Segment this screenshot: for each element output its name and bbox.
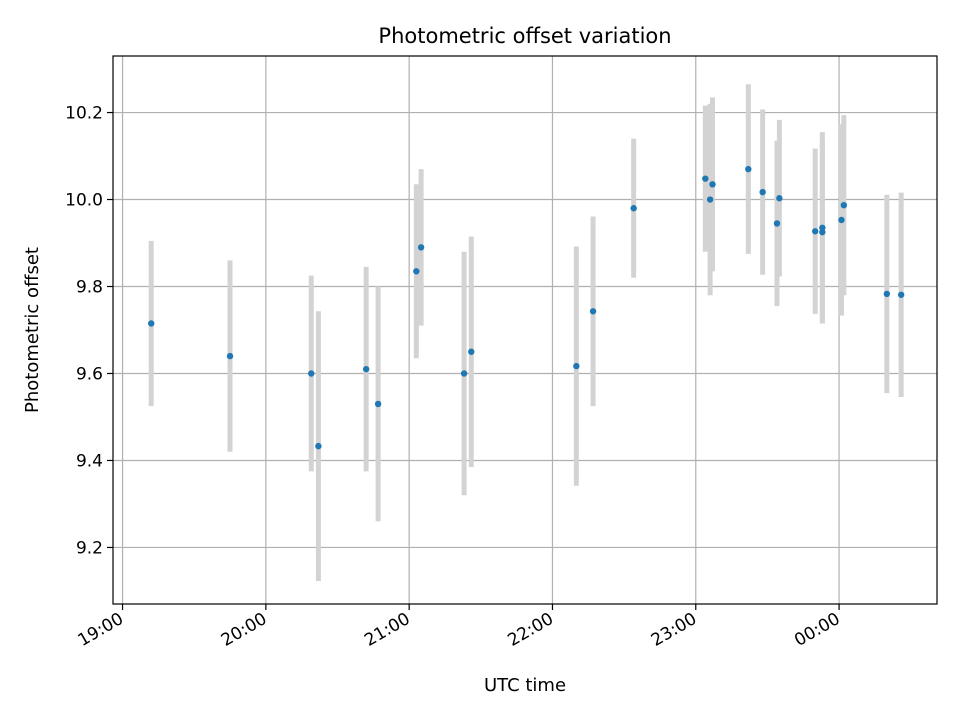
data-point — [811, 228, 819, 235]
data-point — [897, 291, 905, 298]
data-point — [759, 188, 766, 196]
data-point — [468, 348, 475, 355]
data-point — [745, 165, 752, 173]
data-point — [706, 196, 714, 203]
plot-area-frame — [112, 55, 938, 605]
data-point — [315, 442, 322, 450]
data-point — [630, 205, 637, 212]
data-point — [702, 175, 709, 182]
data-point — [838, 216, 845, 224]
data-point — [573, 362, 580, 370]
data-point — [226, 352, 234, 360]
data-point — [840, 201, 848, 209]
data-point — [460, 370, 468, 377]
data-point — [148, 320, 155, 327]
data-point — [773, 220, 781, 227]
data-point — [362, 365, 370, 373]
y-tick-label: 9.8 — [76, 278, 103, 298]
data-point — [374, 400, 382, 408]
data-point — [589, 308, 597, 315]
y-axis: 9.2 9.4 9.6 9.8 10.0 10.2 — [65, 104, 113, 558]
y-tick-label: 9.6 — [76, 364, 103, 384]
y-tick-label: 10.2 — [65, 104, 103, 124]
data-point — [308, 370, 315, 377]
data-point — [417, 244, 425, 251]
data-point — [709, 181, 716, 188]
y-tick-label: 9.2 — [76, 538, 103, 558]
y-tick-label: 10.0 — [65, 191, 103, 211]
chart-title: Photometric offset variation — [378, 24, 671, 48]
x-axis-label: UTC time — [484, 675, 566, 696]
data-points — [148, 165, 905, 450]
data-point — [883, 290, 891, 298]
data-point — [776, 195, 783, 202]
y-tick-label: 9.4 — [76, 451, 103, 471]
y-axis-label: Photometric offset — [22, 247, 43, 413]
data-point — [413, 268, 420, 275]
data-point — [819, 228, 826, 236]
